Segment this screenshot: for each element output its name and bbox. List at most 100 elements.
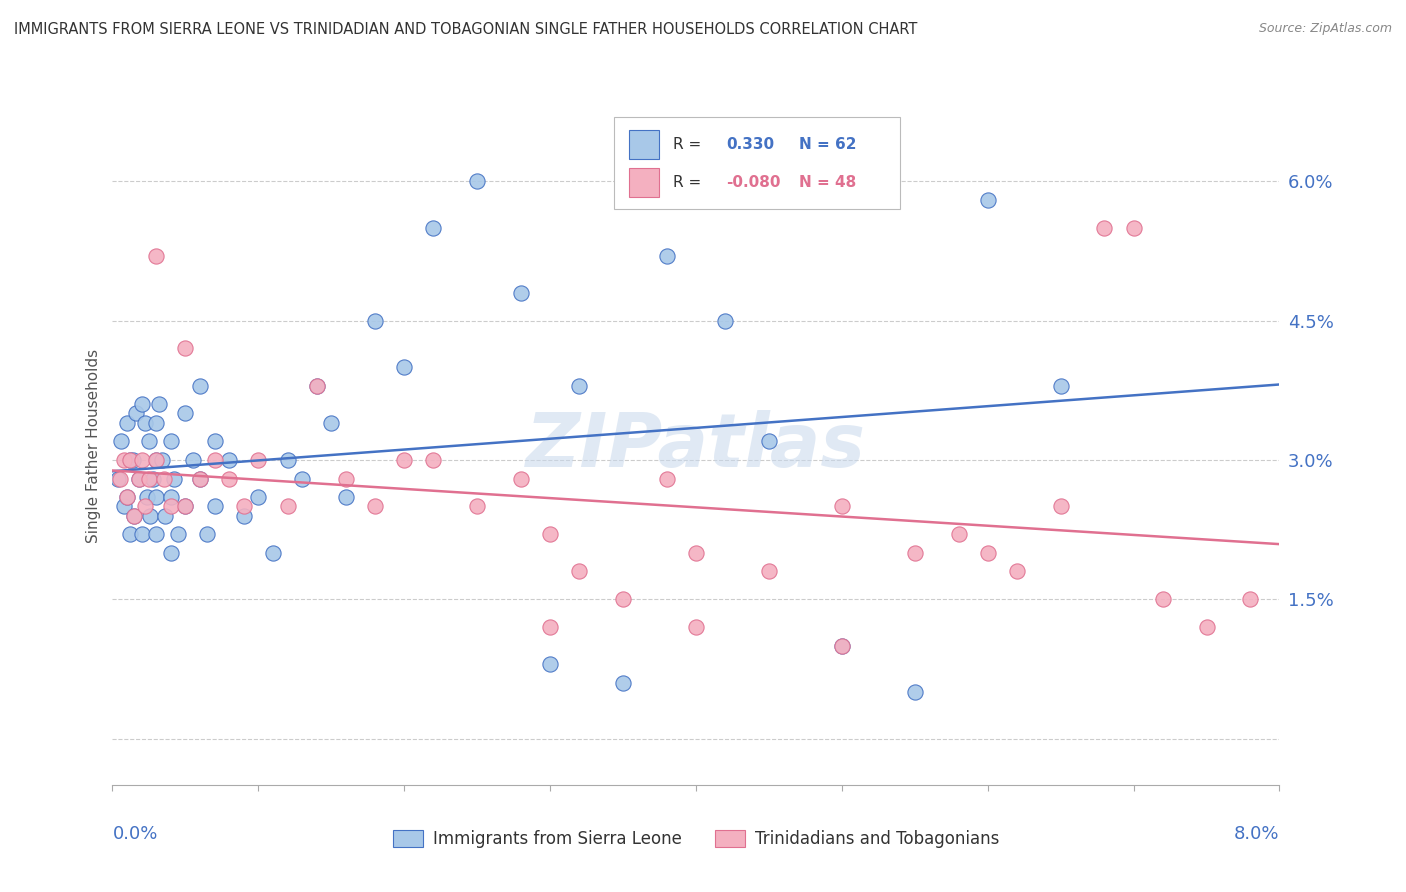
Point bbox=[1195, 620, 1218, 634]
Point bbox=[142, 471, 165, 485]
Point bbox=[122, 453, 145, 467]
Point bbox=[174, 342, 197, 356]
Point bbox=[612, 675, 634, 690]
Point bbox=[247, 490, 270, 504]
Point bbox=[262, 546, 284, 560]
Point bbox=[655, 249, 678, 263]
Point bbox=[685, 546, 707, 560]
Text: 0.0%: 0.0% bbox=[112, 825, 157, 843]
Text: N = 62: N = 62 bbox=[799, 137, 856, 152]
Point bbox=[291, 471, 314, 485]
Point bbox=[568, 378, 591, 392]
Point bbox=[232, 500, 254, 514]
Point bbox=[174, 500, 197, 514]
Point bbox=[150, 453, 173, 467]
Point bbox=[204, 500, 226, 514]
Text: -0.080: -0.080 bbox=[727, 175, 780, 190]
Point bbox=[612, 592, 634, 607]
Point bbox=[118, 527, 141, 541]
Point bbox=[107, 471, 129, 485]
Point bbox=[1122, 220, 1144, 235]
Point bbox=[568, 565, 591, 579]
Point bbox=[392, 453, 416, 467]
Point bbox=[422, 220, 444, 235]
Point bbox=[115, 416, 138, 430]
Point bbox=[188, 471, 211, 485]
Point bbox=[134, 416, 156, 430]
Point bbox=[138, 434, 160, 449]
Point bbox=[163, 471, 186, 485]
Point bbox=[1005, 565, 1028, 579]
Point bbox=[247, 453, 270, 467]
Point bbox=[1049, 378, 1071, 392]
Text: ZIPatlas: ZIPatlas bbox=[526, 409, 866, 483]
Point bbox=[364, 500, 387, 514]
Point bbox=[976, 546, 998, 560]
Point bbox=[1049, 500, 1071, 514]
Point bbox=[152, 471, 174, 485]
Text: Source: ZipAtlas.com: Source: ZipAtlas.com bbox=[1258, 22, 1392, 36]
Point bbox=[218, 471, 240, 485]
Point bbox=[904, 685, 927, 699]
Point bbox=[145, 416, 167, 430]
Point bbox=[148, 397, 170, 411]
Point bbox=[118, 453, 141, 467]
FancyBboxPatch shape bbox=[614, 117, 900, 209]
Point bbox=[124, 508, 146, 523]
Point bbox=[465, 174, 488, 188]
Point bbox=[1152, 592, 1174, 607]
Point bbox=[134, 500, 156, 514]
Point bbox=[145, 527, 167, 541]
Point bbox=[125, 407, 148, 421]
Point bbox=[188, 471, 211, 485]
Point bbox=[153, 508, 176, 523]
Point bbox=[167, 527, 190, 541]
FancyBboxPatch shape bbox=[630, 169, 658, 197]
Point bbox=[538, 527, 561, 541]
Point bbox=[509, 285, 531, 300]
Point bbox=[128, 471, 150, 485]
Text: N = 48: N = 48 bbox=[799, 175, 856, 190]
Point bbox=[831, 500, 853, 514]
Point bbox=[714, 313, 737, 327]
Point bbox=[758, 565, 780, 579]
Point bbox=[124, 508, 146, 523]
Point bbox=[195, 527, 218, 541]
FancyBboxPatch shape bbox=[630, 130, 658, 159]
Point bbox=[118, 453, 141, 467]
Point bbox=[335, 490, 357, 504]
Point bbox=[305, 378, 328, 392]
Point bbox=[204, 453, 226, 467]
Point bbox=[509, 471, 531, 485]
Point bbox=[112, 500, 135, 514]
Point bbox=[160, 546, 183, 560]
Point bbox=[538, 620, 561, 634]
Point bbox=[160, 500, 183, 514]
Point bbox=[655, 471, 678, 485]
Point bbox=[110, 434, 132, 449]
Point bbox=[115, 490, 138, 504]
Point bbox=[115, 490, 138, 504]
Point bbox=[948, 527, 970, 541]
Text: R =: R = bbox=[672, 137, 700, 152]
Point bbox=[364, 313, 387, 327]
Point bbox=[204, 434, 226, 449]
Point bbox=[131, 453, 153, 467]
Point bbox=[145, 249, 167, 263]
Point bbox=[1239, 592, 1261, 607]
Point bbox=[112, 453, 135, 467]
Point bbox=[181, 453, 204, 467]
Point bbox=[758, 434, 780, 449]
Point bbox=[145, 490, 167, 504]
Point bbox=[335, 471, 357, 485]
Point bbox=[685, 620, 707, 634]
Point bbox=[538, 657, 561, 672]
Point bbox=[831, 639, 853, 653]
Point bbox=[136, 490, 159, 504]
Point bbox=[128, 471, 150, 485]
Point bbox=[160, 434, 183, 449]
Point bbox=[145, 453, 167, 467]
Point bbox=[392, 360, 416, 375]
Point bbox=[174, 407, 197, 421]
Point bbox=[138, 471, 160, 485]
